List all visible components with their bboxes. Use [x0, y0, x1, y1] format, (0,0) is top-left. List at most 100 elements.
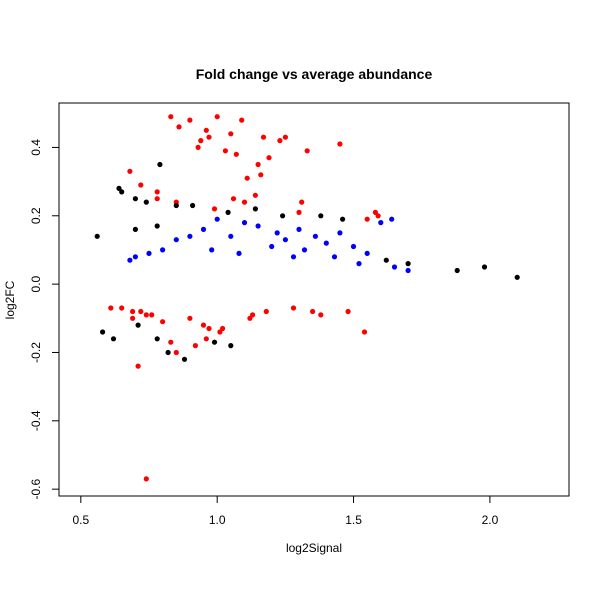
data-point [157, 161, 163, 168]
data-point [389, 216, 395, 222]
data-point [277, 138, 283, 144]
data-point [187, 315, 193, 321]
points-layer [94, 114, 520, 482]
data-point [110, 336, 117, 342]
y-axis: -0.6 -0.4 -0.2 0.0 0.2 0.4 [29, 139, 60, 500]
data-point [203, 336, 209, 342]
data-point [255, 223, 261, 229]
data-point [266, 155, 272, 161]
data-point [312, 233, 318, 239]
data-point [241, 220, 248, 226]
data-point [331, 254, 338, 260]
x-tick-label: 0.5 [72, 513, 89, 527]
data-point [127, 168, 133, 174]
data-point [130, 308, 136, 315]
y-axis-label: log2FC [3, 280, 17, 319]
data-point [211, 206, 218, 212]
data-point [481, 264, 488, 270]
x-tick-label: 1.0 [209, 513, 226, 527]
data-point [364, 216, 370, 222]
data-point [228, 233, 234, 239]
data-point [138, 182, 144, 188]
data-point [192, 343, 198, 349]
plot-frame [58, 102, 570, 497]
data-point [108, 305, 114, 311]
data-point [143, 199, 149, 205]
data-point [160, 247, 166, 253]
data-point [187, 233, 193, 239]
data-point [132, 254, 138, 260]
data-point [337, 141, 343, 147]
data-point [119, 189, 125, 195]
data-point [132, 196, 138, 202]
data-point [130, 315, 136, 321]
data-point [154, 336, 160, 342]
data-point [345, 308, 351, 315]
data-point [135, 322, 141, 328]
data-point [296, 226, 302, 232]
data-point [364, 250, 370, 256]
data-point [304, 148, 310, 154]
data-point [143, 476, 149, 482]
data-point [361, 329, 368, 335]
data-point [391, 264, 398, 270]
data-point [138, 308, 144, 315]
data-point [282, 237, 288, 243]
data-point [190, 202, 196, 209]
chart-title: Fold change vs average abundance [196, 66, 433, 82]
data-point [233, 151, 239, 157]
y-tick-label: -0.2 [29, 342, 43, 363]
data-point [375, 213, 381, 219]
data-point [173, 349, 179, 356]
data-point [217, 329, 223, 335]
data-point [252, 206, 258, 212]
data-point [195, 144, 201, 150]
y-tick-label: -0.4 [29, 410, 43, 431]
data-point [230, 196, 237, 202]
data-point [383, 257, 389, 263]
data-point [222, 148, 228, 154]
data-point [168, 114, 174, 120]
data-point [176, 124, 182, 130]
data-point [247, 315, 253, 321]
data-point [154, 196, 160, 202]
data-point [203, 127, 209, 133]
data-point [214, 216, 220, 222]
data-point [119, 305, 125, 311]
data-point [154, 189, 160, 195]
x-tick-label: 1.5 [345, 513, 362, 527]
data-point [350, 243, 357, 250]
data-point [318, 213, 324, 219]
x-axis-label: log2Signal [286, 541, 342, 555]
data-point [280, 213, 286, 219]
data-point [187, 117, 193, 123]
data-point [132, 226, 138, 232]
data-point [200, 226, 207, 232]
data-point [301, 247, 308, 253]
data-point [236, 250, 242, 256]
data-point [146, 250, 152, 256]
data-point [299, 199, 305, 205]
data-point [255, 161, 261, 168]
data-point [160, 319, 166, 325]
data-point [127, 257, 133, 263]
data-point [356, 261, 362, 267]
data-point [454, 267, 460, 274]
data-point [260, 134, 267, 140]
data-point [269, 243, 275, 250]
data-point [290, 305, 297, 311]
data-point [228, 131, 234, 137]
data-point [225, 209, 231, 215]
data-point [149, 312, 155, 318]
data-point [206, 134, 212, 140]
data-point [340, 216, 346, 222]
data-point [252, 192, 258, 198]
data-point [405, 267, 411, 274]
data-point [94, 233, 100, 239]
data-point [282, 134, 288, 140]
y-tick-label: 0.0 [29, 275, 43, 292]
data-point [258, 172, 264, 178]
y-tick-label: -0.6 [29, 479, 43, 500]
data-point [173, 237, 179, 243]
data-point [211, 339, 218, 345]
